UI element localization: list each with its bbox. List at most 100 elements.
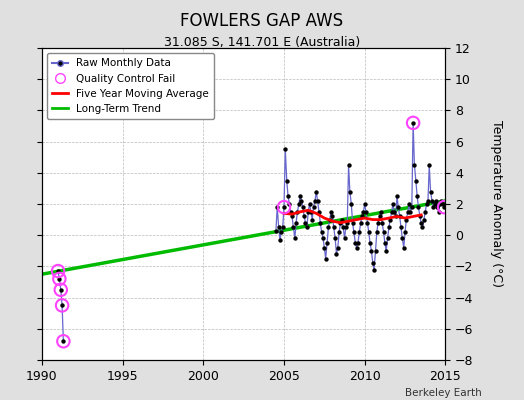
Point [351, 240, 359, 246]
Point [420, 216, 428, 223]
Point [331, 235, 340, 242]
Point [414, 204, 423, 210]
Point [385, 224, 393, 230]
Point [400, 244, 408, 251]
Point [401, 229, 409, 235]
Point [354, 240, 362, 246]
Point [436, 201, 444, 207]
Point [355, 229, 364, 235]
Point [368, 260, 377, 266]
Point [359, 209, 368, 215]
Point [425, 162, 433, 168]
Point [305, 201, 314, 207]
Point [336, 220, 345, 226]
Point [397, 224, 405, 230]
Point [303, 224, 311, 230]
Point [316, 220, 324, 226]
Point [58, 302, 66, 309]
Point [347, 201, 355, 207]
Point [391, 213, 400, 220]
Point [334, 244, 342, 251]
Point [356, 220, 365, 226]
Point [430, 201, 439, 207]
Point [361, 201, 369, 207]
Text: FOWLERS GAP AWS: FOWLERS GAP AWS [180, 12, 344, 30]
Point [337, 216, 346, 223]
Point [277, 229, 286, 235]
Point [413, 193, 421, 199]
Point [390, 209, 398, 215]
Point [384, 235, 392, 242]
Point [402, 216, 410, 223]
Y-axis label: Temperature Anomaly (°C): Temperature Anomaly (°C) [490, 120, 503, 288]
Point [280, 204, 288, 210]
Point [367, 248, 376, 254]
Point [366, 240, 374, 246]
Point [422, 201, 431, 207]
Point [328, 213, 336, 220]
Point [343, 220, 352, 226]
Point [340, 235, 348, 242]
Point [398, 235, 407, 242]
Point [313, 198, 322, 204]
Point [296, 193, 304, 199]
Point [389, 201, 397, 207]
Point [273, 204, 281, 210]
Point [348, 220, 357, 226]
Point [59, 338, 68, 344]
Point [439, 201, 447, 207]
Point [324, 224, 333, 230]
Point [297, 198, 305, 204]
Point [320, 244, 329, 251]
Point [57, 286, 65, 293]
Point [55, 276, 63, 282]
Point [54, 268, 62, 274]
Point [375, 213, 384, 220]
Point [346, 188, 354, 195]
Text: Berkeley Earth: Berkeley Earth [406, 388, 482, 398]
Point [440, 204, 449, 210]
Point [406, 209, 414, 215]
Point [57, 286, 65, 293]
Point [370, 266, 378, 273]
Point [272, 227, 280, 234]
Point [285, 201, 293, 207]
Point [363, 220, 372, 226]
Point [307, 209, 315, 215]
Point [323, 240, 331, 246]
Point [377, 209, 385, 215]
Point [418, 224, 427, 230]
Point [59, 338, 68, 344]
Point [428, 198, 436, 204]
Point [318, 229, 326, 235]
Point [362, 209, 370, 215]
Point [416, 213, 424, 220]
Point [279, 224, 287, 230]
Point [315, 209, 323, 215]
Point [387, 209, 396, 215]
Point [339, 224, 347, 230]
Point [409, 120, 417, 126]
Point [358, 213, 366, 220]
Point [293, 209, 302, 215]
Point [276, 237, 284, 243]
Point [372, 248, 380, 254]
Point [275, 224, 283, 230]
Point [432, 198, 440, 204]
Point [319, 235, 328, 242]
Point [300, 213, 308, 220]
Point [287, 209, 295, 215]
Legend: Raw Monthly Data, Quality Control Fail, Five Year Moving Average, Long-Term Tren: Raw Monthly Data, Quality Control Fail, … [47, 53, 214, 119]
Point [427, 188, 435, 195]
Point [421, 209, 429, 215]
Point [378, 220, 386, 226]
Text: 31.085 S, 141.701 E (Australia): 31.085 S, 141.701 E (Australia) [164, 36, 360, 49]
Point [373, 229, 381, 235]
Point [353, 244, 361, 251]
Point [309, 204, 318, 210]
Point [301, 220, 310, 226]
Point [294, 201, 303, 207]
Point [342, 224, 350, 230]
Point [405, 201, 413, 207]
Point [335, 229, 343, 235]
